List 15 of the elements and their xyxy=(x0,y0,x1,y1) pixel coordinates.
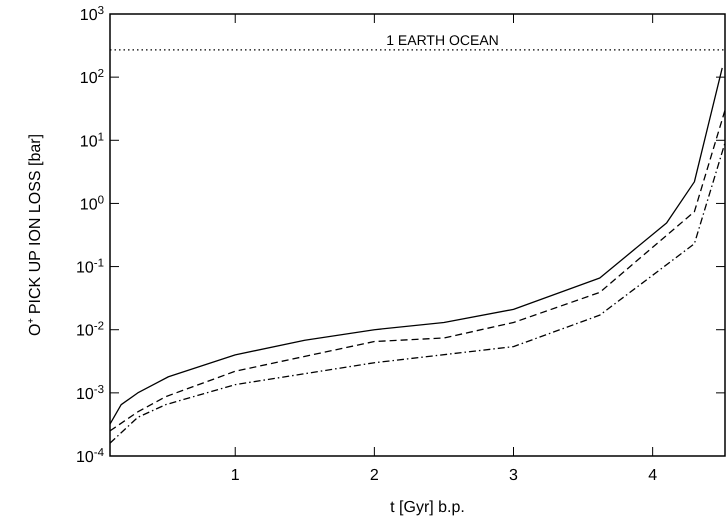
y-tick-label: 10$^{0}$ xyxy=(80,194,104,214)
x-tick-label: 4 xyxy=(648,467,658,484)
y-tick-label: 10$^{-4}$ xyxy=(76,447,105,466)
x-tick-label: 2 xyxy=(370,467,379,484)
y-axis-title: O⁺ PICK UP ION LOSS [bar] xyxy=(27,134,44,336)
y-tick-label: 10$^{-1}$ xyxy=(76,258,104,277)
ref-line-label: 1 EARTH OCEAN xyxy=(386,32,499,48)
y-tick-label: 10$^{1}$ xyxy=(80,131,104,150)
x-tick-label: 1 xyxy=(230,467,240,484)
y-tick-label: 10$^{-3}$ xyxy=(76,384,104,403)
y-tick-label: 10$^{3}$ xyxy=(80,5,104,24)
x-tick-label: 3 xyxy=(509,467,518,484)
y-tick-label: 10$^{2}$ xyxy=(80,68,104,88)
y-tick-label: 10$^{-2}$ xyxy=(76,320,104,340)
x-axis-title: t [Gyr] b.p. xyxy=(390,499,465,516)
